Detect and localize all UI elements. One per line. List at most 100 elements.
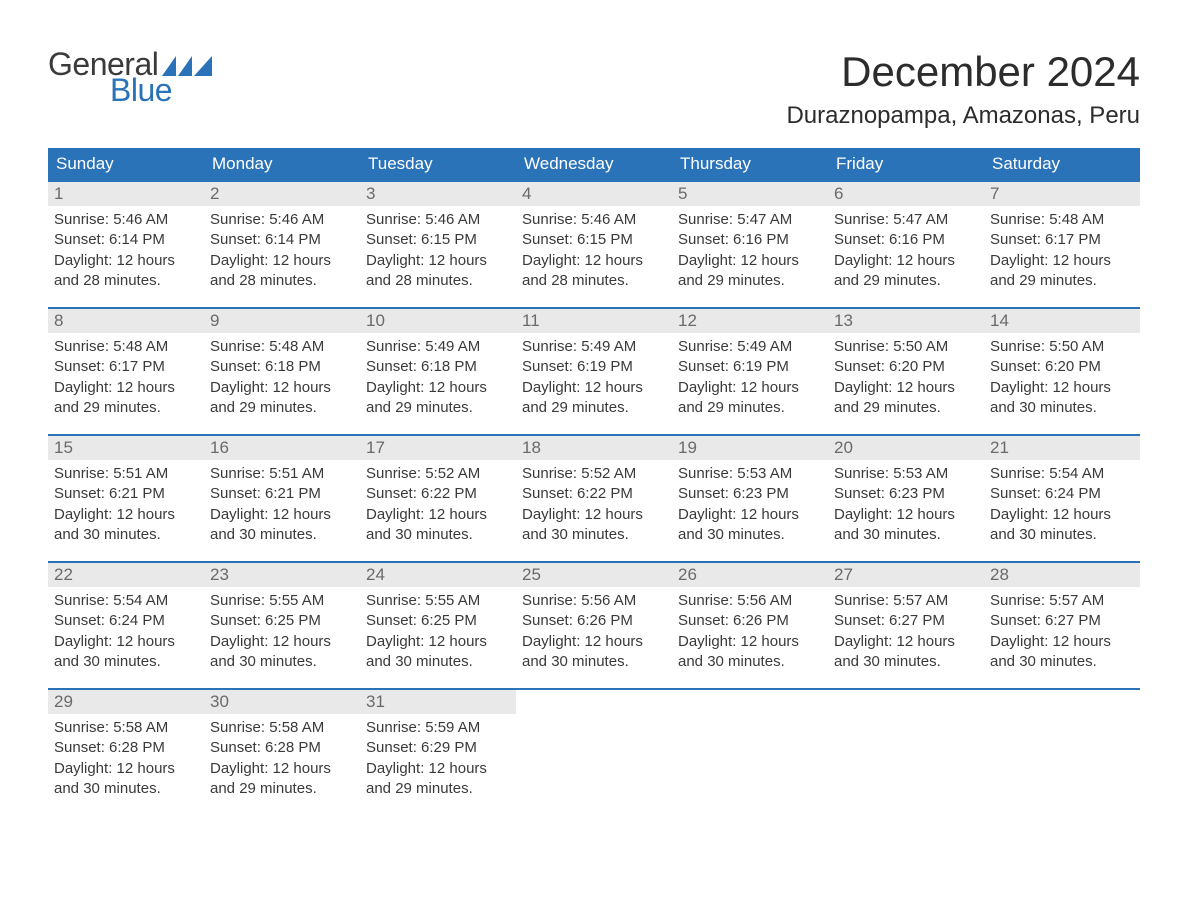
page-header: General Blue December 2024 Duraznopampa,… [48, 48, 1140, 130]
day-number: 18 [516, 436, 672, 460]
daylight-line: Daylight: 12 hours and 30 minutes. [210, 505, 354, 546]
day-cell: 25Sunrise: 5:56 AMSunset: 6:26 PMDayligh… [516, 563, 672, 674]
day-cell: 23Sunrise: 5:55 AMSunset: 6:25 PMDayligh… [204, 563, 360, 674]
day-cell: 29Sunrise: 5:58 AMSunset: 6:28 PMDayligh… [48, 690, 204, 801]
daylight-line: Daylight: 12 hours and 28 minutes. [210, 251, 354, 292]
daylight-line: Daylight: 12 hours and 30 minutes. [678, 632, 822, 673]
sunrise-line: Sunrise: 5:49 AM [522, 337, 666, 357]
sunset-line: Sunset: 6:15 PM [522, 230, 666, 250]
sunrise-line: Sunrise: 5:52 AM [366, 464, 510, 484]
daylight-line: Daylight: 12 hours and 30 minutes. [678, 505, 822, 546]
daylight-line: Daylight: 12 hours and 30 minutes. [54, 505, 198, 546]
sunrise-line: Sunrise: 5:50 AM [990, 337, 1134, 357]
daylight-line: Daylight: 12 hours and 30 minutes. [834, 505, 978, 546]
daylight-line: Daylight: 12 hours and 30 minutes. [990, 378, 1134, 419]
daylight-line: Daylight: 12 hours and 30 minutes. [366, 505, 510, 546]
sunrise-line: Sunrise: 5:51 AM [210, 464, 354, 484]
day-number: 3 [360, 182, 516, 206]
sunset-line: Sunset: 6:24 PM [54, 611, 198, 631]
sunset-line: Sunset: 6:19 PM [522, 357, 666, 377]
day-body: Sunrise: 5:46 AMSunset: 6:15 PMDaylight:… [360, 206, 516, 293]
day-cell: 13Sunrise: 5:50 AMSunset: 6:20 PMDayligh… [828, 309, 984, 420]
day-number: 2 [204, 182, 360, 206]
dow-cell: Saturday [984, 148, 1140, 180]
sunrise-line: Sunrise: 5:59 AM [366, 718, 510, 738]
sunset-line: Sunset: 6:18 PM [366, 357, 510, 377]
daylight-line: Daylight: 12 hours and 30 minutes. [990, 505, 1134, 546]
day-cell: 12Sunrise: 5:49 AMSunset: 6:19 PMDayligh… [672, 309, 828, 420]
day-body: Sunrise: 5:49 AMSunset: 6:18 PMDaylight:… [360, 333, 516, 420]
sunset-line: Sunset: 6:17 PM [990, 230, 1134, 250]
day-body: Sunrise: 5:49 AMSunset: 6:19 PMDaylight:… [516, 333, 672, 420]
day-number: 16 [204, 436, 360, 460]
day-cell: 14Sunrise: 5:50 AMSunset: 6:20 PMDayligh… [984, 309, 1140, 420]
sunset-line: Sunset: 6:17 PM [54, 357, 198, 377]
day-cell: 17Sunrise: 5:52 AMSunset: 6:22 PMDayligh… [360, 436, 516, 547]
sunrise-line: Sunrise: 5:48 AM [990, 210, 1134, 230]
sunrise-line: Sunrise: 5:56 AM [678, 591, 822, 611]
sunset-line: Sunset: 6:27 PM [990, 611, 1134, 631]
day-cell [516, 690, 672, 801]
day-cell: 26Sunrise: 5:56 AMSunset: 6:26 PMDayligh… [672, 563, 828, 674]
day-number: 11 [516, 309, 672, 333]
day-of-week-header: SundayMondayTuesdayWednesdayThursdayFrid… [48, 148, 1140, 180]
sunrise-line: Sunrise: 5:54 AM [990, 464, 1134, 484]
day-number: 4 [516, 182, 672, 206]
sunset-line: Sunset: 6:20 PM [990, 357, 1134, 377]
day-number: 15 [48, 436, 204, 460]
day-body: Sunrise: 5:53 AMSunset: 6:23 PMDaylight:… [828, 460, 984, 547]
sunset-line: Sunset: 6:21 PM [54, 484, 198, 504]
day-number: 5 [672, 182, 828, 206]
day-body: Sunrise: 5:48 AMSunset: 6:17 PMDaylight:… [48, 333, 204, 420]
daylight-line: Daylight: 12 hours and 29 minutes. [54, 378, 198, 419]
day-number: 13 [828, 309, 984, 333]
day-number: 28 [984, 563, 1140, 587]
day-cell: 15Sunrise: 5:51 AMSunset: 6:21 PMDayligh… [48, 436, 204, 547]
daylight-line: Daylight: 12 hours and 30 minutes. [522, 632, 666, 673]
day-body: Sunrise: 5:58 AMSunset: 6:28 PMDaylight:… [48, 714, 204, 801]
sunrise-line: Sunrise: 5:58 AM [210, 718, 354, 738]
day-number: 27 [828, 563, 984, 587]
day-body: Sunrise: 5:58 AMSunset: 6:28 PMDaylight:… [204, 714, 360, 801]
sunrise-line: Sunrise: 5:53 AM [834, 464, 978, 484]
sunset-line: Sunset: 6:24 PM [990, 484, 1134, 504]
day-number: 24 [360, 563, 516, 587]
daylight-line: Daylight: 12 hours and 29 minutes. [990, 251, 1134, 292]
day-number: 7 [984, 182, 1140, 206]
sunrise-line: Sunrise: 5:58 AM [54, 718, 198, 738]
day-number: 20 [828, 436, 984, 460]
day-body: Sunrise: 5:53 AMSunset: 6:23 PMDaylight:… [672, 460, 828, 547]
month-title: December 2024 [786, 48, 1140, 96]
daylight-line: Daylight: 12 hours and 30 minutes. [54, 759, 198, 800]
day-body: Sunrise: 5:46 AMSunset: 6:14 PMDaylight:… [204, 206, 360, 293]
day-body: Sunrise: 5:50 AMSunset: 6:20 PMDaylight:… [828, 333, 984, 420]
sunset-line: Sunset: 6:14 PM [210, 230, 354, 250]
day-number: 10 [360, 309, 516, 333]
day-body: Sunrise: 5:46 AMSunset: 6:14 PMDaylight:… [48, 206, 204, 293]
week-row: 15Sunrise: 5:51 AMSunset: 6:21 PMDayligh… [48, 434, 1140, 547]
day-cell: 22Sunrise: 5:54 AMSunset: 6:24 PMDayligh… [48, 563, 204, 674]
sunrise-line: Sunrise: 5:47 AM [834, 210, 978, 230]
day-body: Sunrise: 5:56 AMSunset: 6:26 PMDaylight:… [516, 587, 672, 674]
day-cell: 1Sunrise: 5:46 AMSunset: 6:14 PMDaylight… [48, 182, 204, 293]
sunrise-line: Sunrise: 5:49 AM [366, 337, 510, 357]
day-cell: 24Sunrise: 5:55 AMSunset: 6:25 PMDayligh… [360, 563, 516, 674]
day-cell: 2Sunrise: 5:46 AMSunset: 6:14 PMDaylight… [204, 182, 360, 293]
sunrise-line: Sunrise: 5:50 AM [834, 337, 978, 357]
day-number-empty [828, 690, 984, 714]
day-number: 17 [360, 436, 516, 460]
sunrise-line: Sunrise: 5:52 AM [522, 464, 666, 484]
daylight-line: Daylight: 12 hours and 29 minutes. [834, 378, 978, 419]
daylight-line: Daylight: 12 hours and 29 minutes. [210, 378, 354, 419]
daylight-line: Daylight: 12 hours and 29 minutes. [366, 759, 510, 800]
sunset-line: Sunset: 6:26 PM [522, 611, 666, 631]
day-cell: 19Sunrise: 5:53 AMSunset: 6:23 PMDayligh… [672, 436, 828, 547]
day-cell: 20Sunrise: 5:53 AMSunset: 6:23 PMDayligh… [828, 436, 984, 547]
day-cell: 5Sunrise: 5:47 AMSunset: 6:16 PMDaylight… [672, 182, 828, 293]
sunset-line: Sunset: 6:23 PM [678, 484, 822, 504]
dow-cell: Friday [828, 148, 984, 180]
sunrise-line: Sunrise: 5:54 AM [54, 591, 198, 611]
day-number: 21 [984, 436, 1140, 460]
day-body: Sunrise: 5:51 AMSunset: 6:21 PMDaylight:… [48, 460, 204, 547]
week-row: 8Sunrise: 5:48 AMSunset: 6:17 PMDaylight… [48, 307, 1140, 420]
